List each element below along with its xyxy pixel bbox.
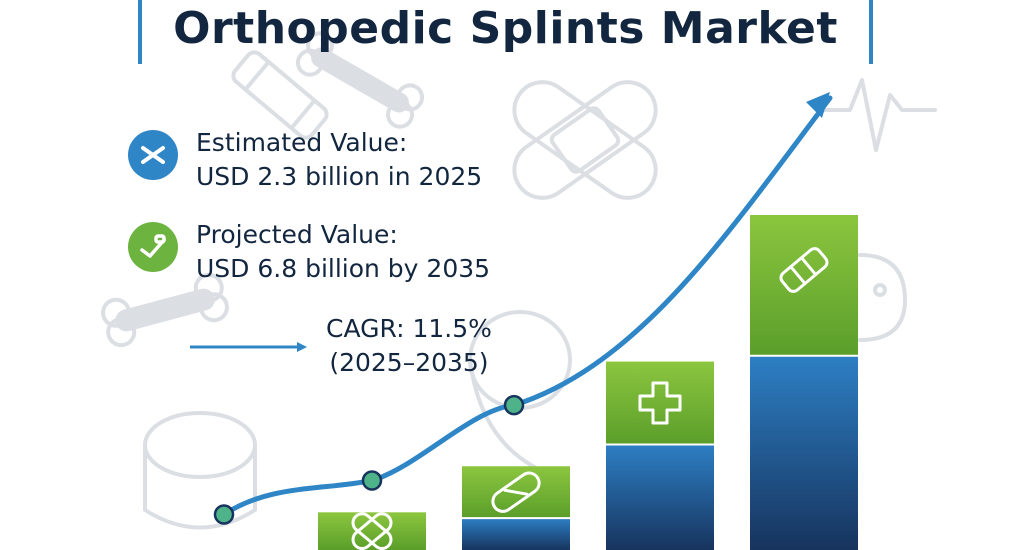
bg-heartbeat-icon — [818, 78, 937, 152]
bg-cast-icon — [143, 310, 572, 530]
projected-value: USD 6.8 billion by 2035 — [196, 254, 491, 283]
title-frame: Orthopedic Splints Market — [138, 0, 873, 64]
bg-splint-icon — [231, 50, 329, 140]
trend-line — [221, 95, 833, 517]
trend-point-1 — [213, 504, 235, 525]
trend-point-2 — [361, 470, 383, 491]
page-title: Orthopedic Splints Market — [173, 2, 838, 54]
bar-4 — [750, 215, 858, 550]
bandage-icon — [491, 471, 541, 513]
estimated-value-block: Estimated Value: USD 2.3 billion in 2025 — [128, 126, 482, 194]
cagr-period: (2025–2035) — [329, 348, 489, 377]
bg-bone-top-icon — [295, 31, 425, 129]
bg-brace-icon — [858, 253, 907, 342]
bar-icons-layer — [351, 247, 829, 550]
bg-bandage-cross-icon — [512, 80, 658, 200]
bg-bone-icon — [101, 272, 229, 348]
cagr-label: CAGR: 11.5% — [326, 314, 492, 343]
estimated-label: Estimated Value: — [196, 128, 408, 157]
trend-arrowhead — [806, 92, 830, 118]
bar-2-blue-segment — [462, 518, 570, 550]
crossed-bandage-icon — [351, 512, 393, 550]
plus-cross-icon — [638, 381, 682, 425]
projected-label: Projected Value: — [196, 220, 398, 249]
trend-layer — [213, 92, 833, 525]
trend-point-3 — [503, 394, 525, 416]
bar-3 — [606, 361, 714, 550]
bg-bandage-icon — [512, 80, 658, 200]
background-decor — [101, 31, 937, 530]
projected-value-block: Projected Value: USD 6.8 billion by 2035 — [128, 218, 490, 286]
splint-wrap-icon — [779, 247, 829, 293]
cagr-block: CAGR: 11.5% (2025–2035) — [326, 312, 492, 380]
estimated-value: USD 2.3 billion in 2025 — [196, 162, 483, 191]
bar-4-blue-segment — [750, 355, 858, 550]
bar-3-green-segment — [606, 361, 714, 445]
crossed-splints-icon — [128, 130, 178, 180]
bars-layer — [318, 215, 858, 550]
bar-3-blue-segment — [606, 444, 714, 550]
splint-applicator-icon — [128, 222, 178, 272]
